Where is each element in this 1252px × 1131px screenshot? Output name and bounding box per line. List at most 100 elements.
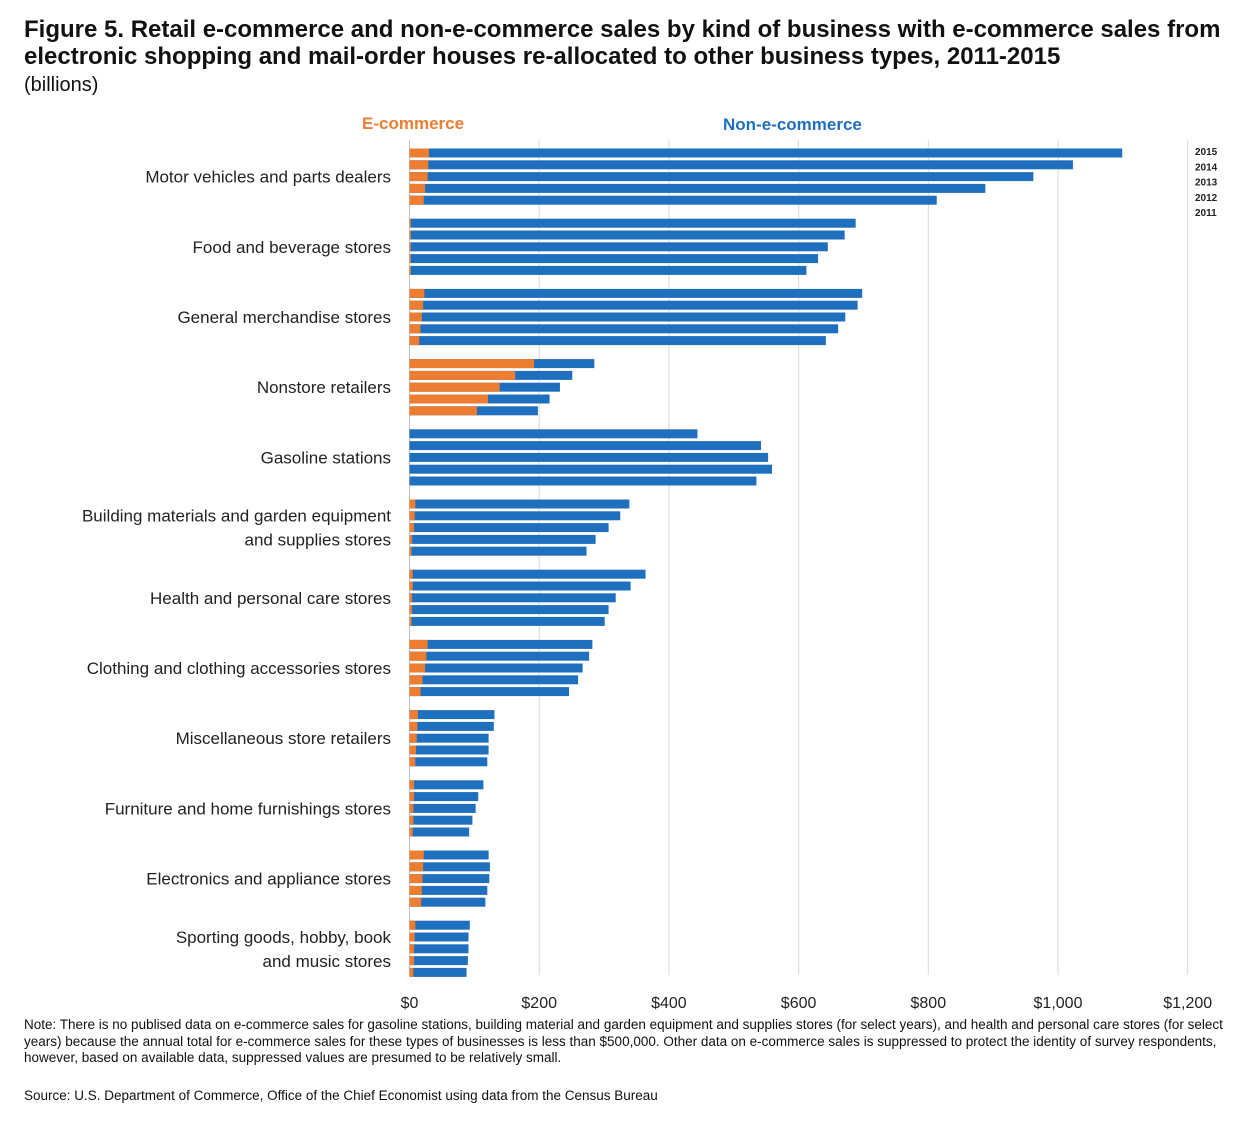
bar-ecommerce <box>409 195 424 205</box>
bar-non-ecommerce <box>409 616 605 626</box>
bar-ecommerce <box>409 815 414 825</box>
bar-ecommerce <box>409 370 516 380</box>
bar-non-ecommerce <box>409 803 476 813</box>
bar-ecommerce <box>409 874 423 884</box>
x-tick-label: $600 <box>781 995 817 1012</box>
bar-ecommerce <box>409 687 421 697</box>
bar-ecommerce <box>409 394 488 404</box>
bar-ecommerce <box>409 733 417 743</box>
bar-non-ecommerce <box>409 710 495 720</box>
bar-ecommerce <box>409 148 429 158</box>
category-label: Gasoline stations <box>261 448 391 467</box>
bar-non-ecommerce <box>409 815 473 825</box>
bar-ecommerce <box>409 920 416 930</box>
bar-non-ecommerce <box>409 897 486 907</box>
bar-non-ecommerce <box>409 534 596 544</box>
bar-non-ecommerce <box>409 441 761 451</box>
bar-ecommerce <box>409 300 424 310</box>
bar-ecommerce <box>409 406 477 416</box>
year-label: 2014 <box>1195 162 1218 173</box>
bar-non-ecommerce <box>409 733 489 743</box>
bar-non-ecommerce <box>409 850 489 860</box>
bar-non-ecommerce <box>409 757 488 767</box>
bar-ecommerce <box>409 172 428 182</box>
bar-ecommerce <box>409 932 415 942</box>
bar-non-ecommerce <box>409 956 468 966</box>
bar-ecommerce <box>409 218 411 228</box>
chart-subtitle: (billions) <box>24 74 99 96</box>
bar-ecommerce <box>409 523 415 533</box>
bar-non-ecommerce <box>409 476 757 486</box>
category-label: Sporting goods, hobby, book <box>176 928 392 947</box>
year-label: 2015 <box>1195 147 1218 158</box>
bar-non-ecommerce <box>409 148 1123 158</box>
bar-ecommerce <box>409 663 426 673</box>
bar-non-ecommerce <box>409 499 630 509</box>
x-tick-label: $1,200 <box>1163 995 1212 1012</box>
bar-non-ecommerce <box>409 511 621 521</box>
bar-non-ecommerce <box>409 254 819 264</box>
bar-ecommerce <box>409 967 414 977</box>
bar-non-ecommerce <box>409 944 469 954</box>
bar-non-ecommerce <box>409 651 590 661</box>
bar-non-ecommerce <box>409 581 631 591</box>
bar-non-ecommerce <box>409 336 826 346</box>
bar-non-ecommerce <box>409 932 469 942</box>
bar-ecommerce <box>409 616 412 626</box>
bar-non-ecommerce <box>409 242 828 252</box>
bar-non-ecommerce <box>409 523 609 533</box>
x-tick-label: $0 <box>401 995 419 1012</box>
category-label: Building materials and garden equipment <box>82 507 391 526</box>
bar-non-ecommerce <box>409 639 593 649</box>
bar-ecommerce <box>409 956 415 966</box>
bar-non-ecommerce <box>409 792 479 802</box>
bar-ecommerce <box>409 745 416 755</box>
bar-non-ecommerce <box>409 862 490 872</box>
chart-title: Figure 5. Retail e-commerce and non-e-co… <box>24 16 1221 70</box>
bar-non-ecommerce <box>409 874 490 884</box>
bar-non-ecommerce <box>409 687 570 697</box>
year-label: 2012 <box>1195 193 1218 204</box>
bar-non-ecommerce <box>409 429 698 439</box>
category-label: and music stores <box>263 952 392 971</box>
category-label: Furniture and home furnishings stores <box>105 799 391 818</box>
bar-non-ecommerce <box>409 675 579 685</box>
bar-ecommerce <box>409 803 414 813</box>
bar-non-ecommerce <box>409 745 489 755</box>
bar-non-ecommerce <box>409 569 646 579</box>
bar-ecommerce <box>409 827 413 837</box>
bar-non-ecommerce <box>409 312 846 322</box>
bar-non-ecommerce <box>409 265 807 275</box>
category-label: Electronics and appliance stores <box>146 870 391 889</box>
bar-ecommerce <box>409 336 420 346</box>
bar-non-ecommerce <box>409 663 583 673</box>
bar-ecommerce <box>409 944 415 954</box>
bar-non-ecommerce <box>409 593 616 603</box>
bar-non-ecommerce <box>409 546 587 556</box>
bar-ecommerce <box>409 721 418 731</box>
bar-ecommerce <box>409 160 429 170</box>
bar-ecommerce <box>409 324 421 334</box>
bar-non-ecommerce <box>409 721 494 731</box>
bar-ecommerce <box>409 651 427 661</box>
x-tick-label: $800 <box>911 995 947 1012</box>
bar-ecommerce <box>409 569 413 579</box>
bar-ecommerce <box>409 605 413 615</box>
category-label: Motor vehicles and parts dealers <box>145 168 391 187</box>
category-label: Nonstore retailers <box>257 378 391 397</box>
bar-non-ecommerce <box>409 218 856 228</box>
bar-non-ecommerce <box>409 967 467 977</box>
bar-ecommerce <box>409 382 500 392</box>
bar-ecommerce <box>409 288 425 298</box>
bar-non-ecommerce <box>409 885 488 895</box>
bar-ecommerce <box>409 675 423 685</box>
bar-ecommerce <box>409 757 416 767</box>
bar-ecommerce <box>409 312 422 322</box>
bar-ecommerce <box>409 183 426 193</box>
chart-source: Source: U.S. Department of Commerce, Off… <box>24 1088 658 1103</box>
bar-non-ecommerce <box>409 780 484 790</box>
bar-chart: $0 $200 $400 $600 $800 $1,000 $1,200 2015 2014 20… <box>82 140 1218 1012</box>
category-label: General merchandise stores <box>177 308 391 327</box>
bar-ecommerce <box>409 593 413 603</box>
category-label: and supplies stores <box>245 531 391 550</box>
